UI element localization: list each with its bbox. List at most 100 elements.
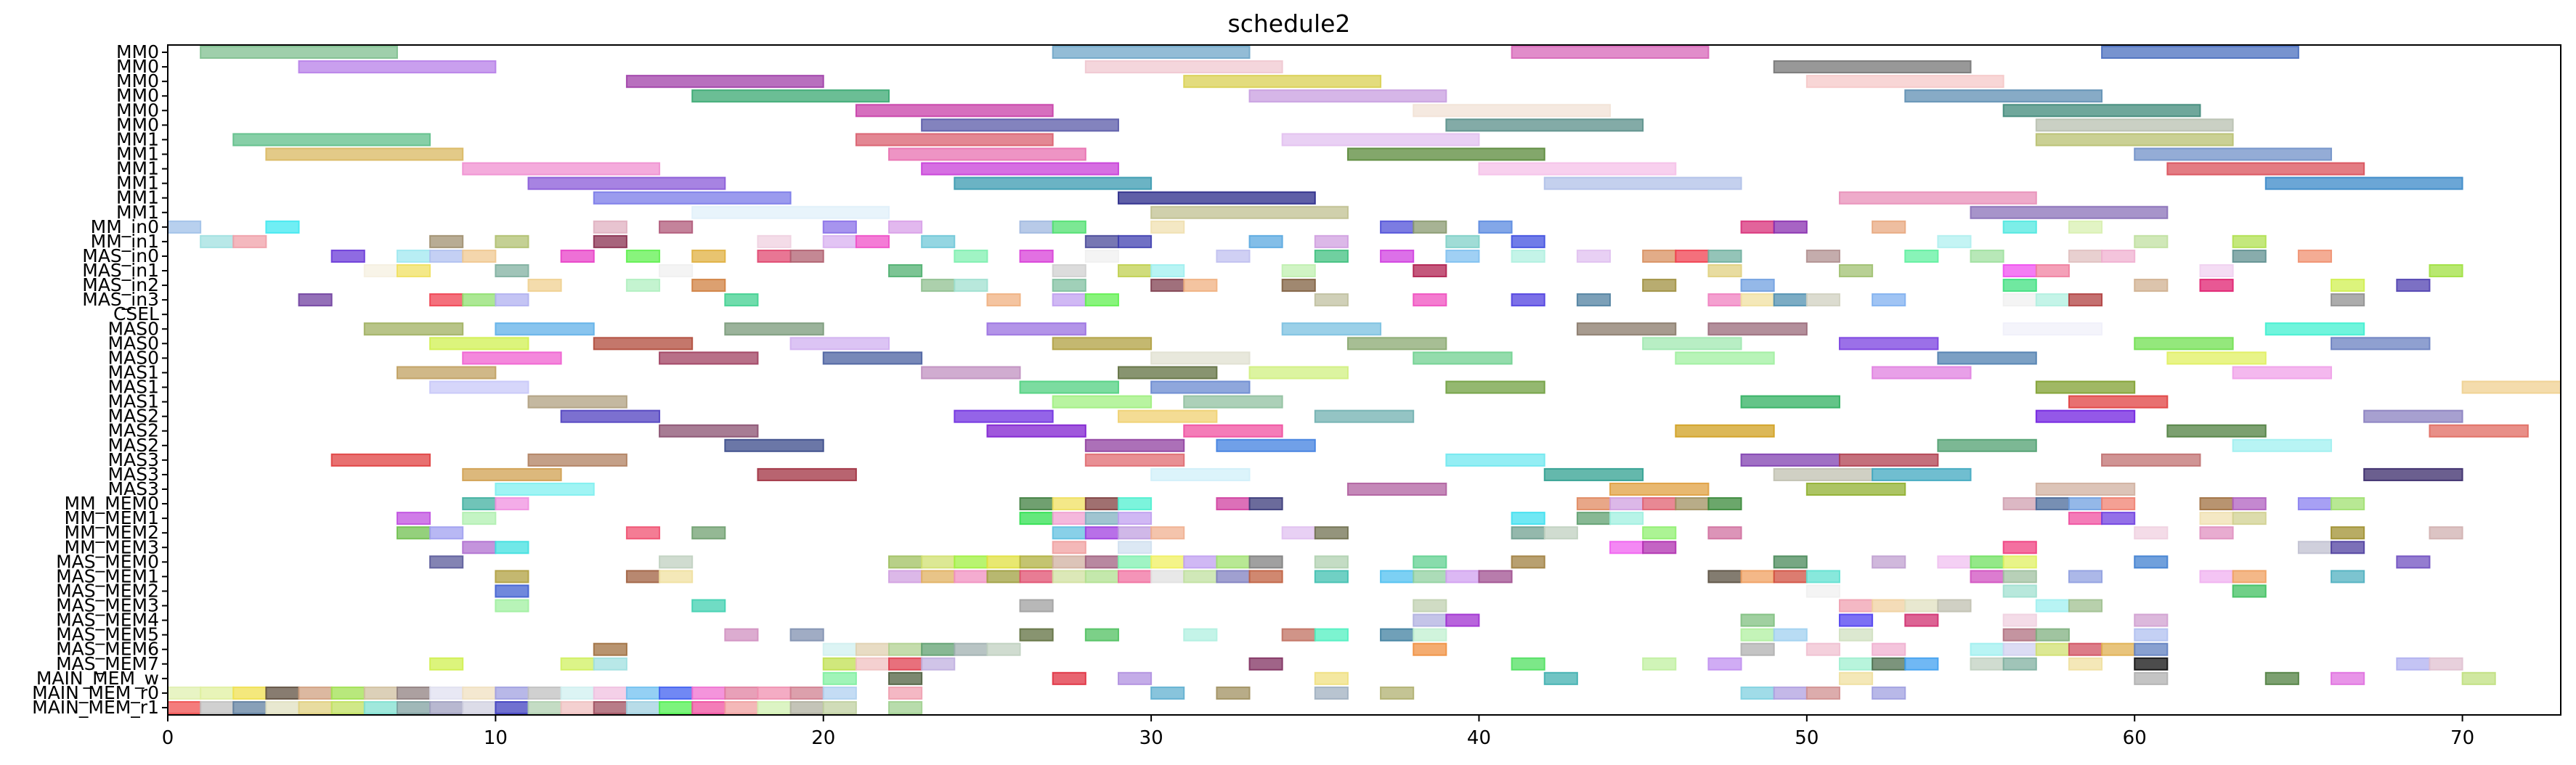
task-bar xyxy=(1609,497,1644,511)
task-bar xyxy=(1838,657,1874,671)
task-bar xyxy=(2134,147,2333,161)
row-label: MAS2 xyxy=(108,406,159,427)
task-bar xyxy=(954,279,988,292)
task-bar xyxy=(1675,497,1710,511)
task-bar xyxy=(1019,628,1054,642)
task-bar xyxy=(888,147,1086,161)
task-bar xyxy=(1084,526,1119,540)
task-bar xyxy=(429,526,464,540)
task-bar xyxy=(1707,322,1808,336)
task-bar xyxy=(2002,541,2037,555)
row-label: MM_in0 xyxy=(91,216,159,237)
task-bar xyxy=(363,700,398,714)
task-bar xyxy=(1248,570,1283,584)
task-bar xyxy=(2002,322,2103,336)
task-bar xyxy=(625,75,824,89)
task-bar xyxy=(2035,482,2136,496)
task-bar xyxy=(1773,60,1972,74)
task-bar xyxy=(1478,220,1513,234)
task-bar xyxy=(1314,293,1349,307)
task-bar xyxy=(527,395,627,409)
row-label: MM_in1 xyxy=(91,231,159,252)
task-bar xyxy=(1052,497,1086,511)
row-label: MM0 xyxy=(116,41,159,62)
task-bar xyxy=(691,205,890,219)
task-bar xyxy=(888,642,923,656)
task-bar xyxy=(2232,512,2267,525)
task-bar xyxy=(560,249,595,263)
row-label: MAS_MEM0 xyxy=(56,551,159,572)
row-label: MAS_in2 xyxy=(82,274,159,295)
task-bar xyxy=(2035,118,2234,132)
task-bar xyxy=(1904,657,1939,671)
task-bar xyxy=(1314,555,1349,569)
task-bar xyxy=(1084,293,1119,307)
task-bar xyxy=(1117,234,1153,248)
task-bar xyxy=(2331,541,2365,555)
task-bar xyxy=(1248,366,1349,380)
task-bar xyxy=(2101,46,2299,60)
task-bar xyxy=(462,467,562,481)
task-bar xyxy=(429,700,464,714)
task-bar xyxy=(1838,613,1874,627)
task-bar xyxy=(495,497,529,511)
task-bar xyxy=(888,263,923,278)
task-bar xyxy=(1314,570,1349,584)
task-bar xyxy=(2002,220,2037,234)
task-bar xyxy=(1150,351,1251,365)
task-bar xyxy=(921,162,1119,176)
task-bar xyxy=(2002,628,2037,642)
task-bar xyxy=(1117,512,1153,525)
task-bar xyxy=(1117,263,1153,278)
row-label: MAS_MEM6 xyxy=(56,639,159,660)
task-bar xyxy=(691,700,726,714)
task-bar xyxy=(1740,395,1840,409)
row-label: CSEL xyxy=(113,303,159,324)
task-bar xyxy=(659,351,759,365)
task-bar xyxy=(2068,249,2103,263)
task-bar xyxy=(1642,249,1677,263)
task-bar xyxy=(1642,657,1677,671)
task-bar xyxy=(560,686,595,700)
task-bar xyxy=(527,700,562,714)
task-bar xyxy=(822,671,857,685)
task-bar xyxy=(2429,657,2463,671)
task-bar xyxy=(1117,555,1153,569)
task-bar xyxy=(1445,613,1480,627)
task-bar xyxy=(954,555,988,569)
task-bar xyxy=(200,46,398,60)
task-bar xyxy=(2199,263,2234,278)
task-bar xyxy=(2068,293,2103,307)
task-bar xyxy=(167,686,202,700)
task-bar xyxy=(2035,380,2136,394)
task-bar xyxy=(1084,555,1119,569)
task-bar xyxy=(2331,497,2365,511)
task-bar xyxy=(396,263,431,278)
task-bar xyxy=(2331,293,2365,307)
task-bar xyxy=(495,263,529,278)
row-label: MAS_in1 xyxy=(82,260,159,281)
task-bar xyxy=(1872,686,1906,700)
task-bar xyxy=(986,570,1021,584)
task-bar xyxy=(495,541,529,555)
task-bar xyxy=(2068,657,2103,671)
task-bar xyxy=(2232,570,2267,584)
task-bar xyxy=(396,512,431,525)
task-bar xyxy=(1445,570,1480,584)
task-bar xyxy=(1248,555,1283,569)
task-bar xyxy=(1052,279,1086,292)
task-bar xyxy=(396,700,431,714)
row-label: MAS0 xyxy=(108,318,159,339)
task-bar xyxy=(888,570,923,584)
row-label: MM1 xyxy=(116,143,159,164)
task-bar xyxy=(1707,497,1742,511)
task-bar xyxy=(2134,555,2169,569)
task-bar xyxy=(429,686,464,700)
task-bar xyxy=(789,249,824,263)
task-bar xyxy=(232,234,267,248)
row-label: MAIN_MEM_r1 xyxy=(32,697,159,718)
task-bar xyxy=(2232,438,2333,452)
task-bar xyxy=(2068,599,2103,613)
task-bar xyxy=(2396,279,2431,292)
task-bar xyxy=(1216,438,1316,452)
